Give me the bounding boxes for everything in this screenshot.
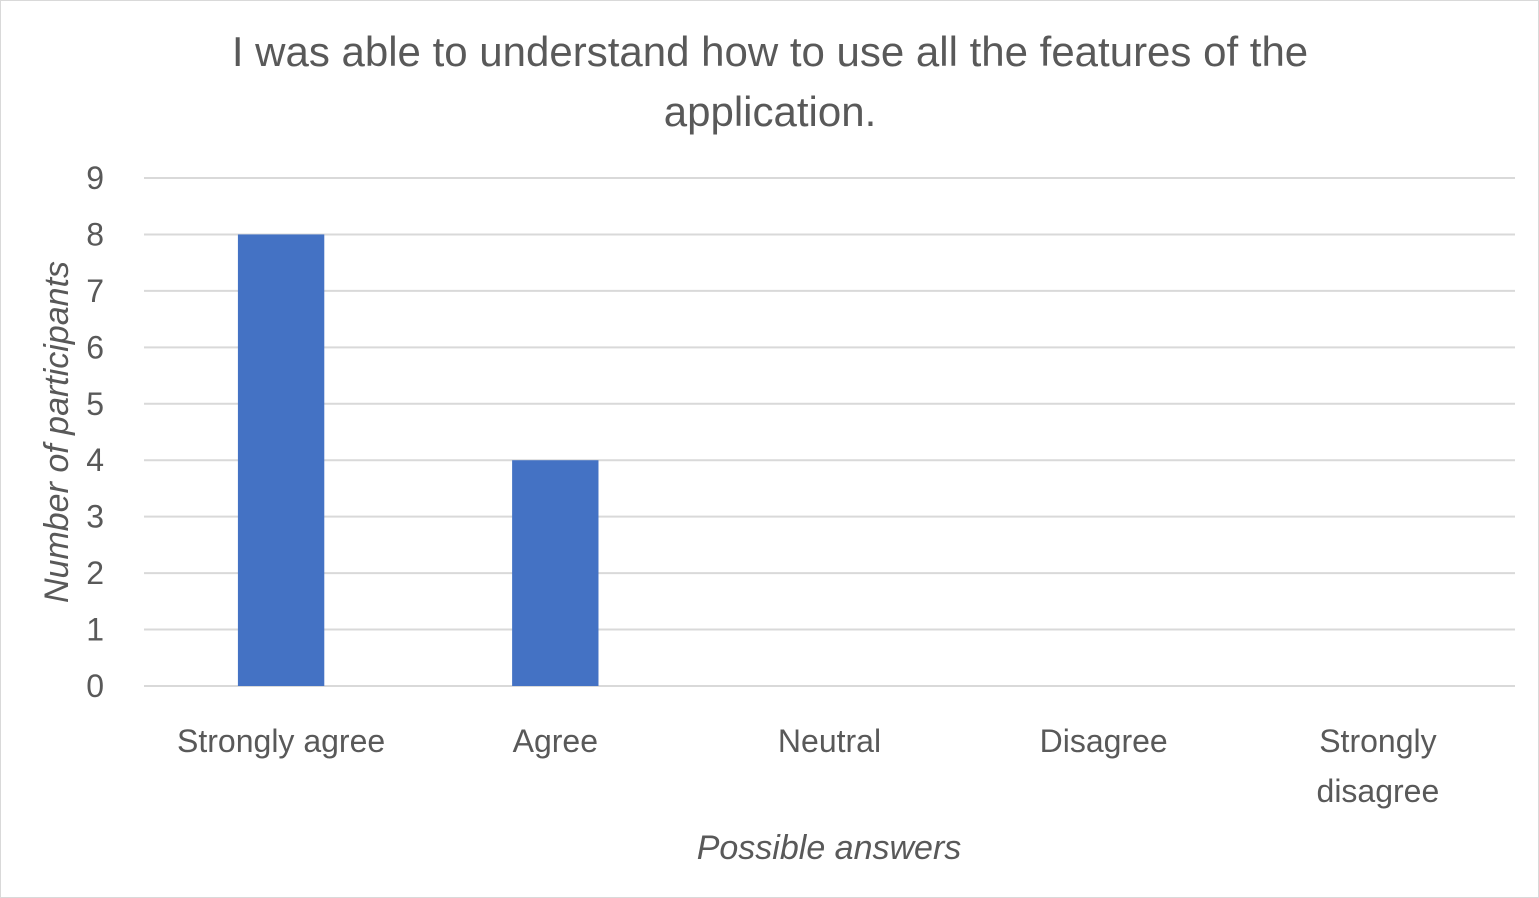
y-tick-label: 7 <box>86 273 104 309</box>
y-tick-label: 0 <box>86 668 104 704</box>
y-tick-label: 8 <box>86 216 104 252</box>
x-axis-title: Possible answers <box>697 829 962 867</box>
y-tick-label: 1 <box>86 612 104 648</box>
y-axis-ticks: 0 1 2 3 4 5 6 7 8 9 <box>86 160 104 704</box>
x-tick-label: Neutral <box>778 723 881 759</box>
y-tick-label: 4 <box>86 442 104 478</box>
y-tick-label: 2 <box>86 555 104 591</box>
y-tick-label: 5 <box>86 386 104 422</box>
bars <box>237 234 599 686</box>
y-tick-label: 6 <box>86 329 104 365</box>
y-tick-label: 3 <box>86 499 104 535</box>
x-tick-label: Strongly disagree <box>1317 723 1440 809</box>
x-tick-label: Disagree <box>1040 723 1168 759</box>
x-axis-ticks: Strongly agree Agree Neutral Disagree Strong… <box>177 723 1439 809</box>
chart-title: I was able to understand how to use all … <box>231 28 1309 135</box>
bar-strongly-agree <box>237 234 325 686</box>
bar-agree <box>512 460 599 686</box>
x-tick-label: Strongly agree <box>177 723 385 759</box>
y-tick-label: 9 <box>86 160 104 196</box>
gridlines <box>144 177 1515 687</box>
x-tick-label: Agree <box>513 723 598 759</box>
y-axis-title: Number of participants <box>38 261 76 603</box>
